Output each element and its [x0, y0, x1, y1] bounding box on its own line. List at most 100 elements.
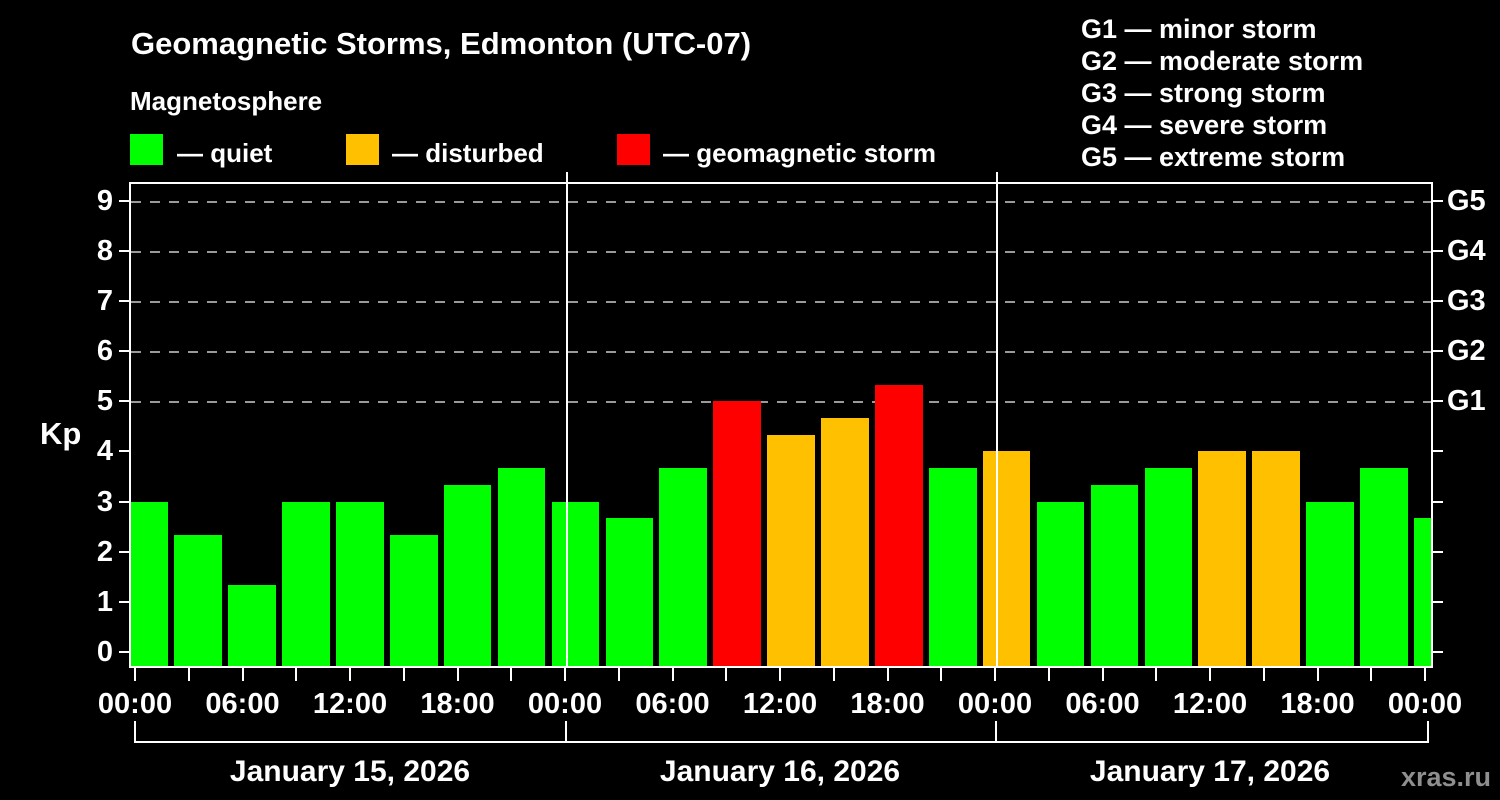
kp-bar [1414, 518, 1431, 666]
legend-swatch-disturbed [346, 134, 379, 165]
x-axis-tick [940, 668, 943, 681]
x-axis-tick-label: 00:00 [957, 688, 1033, 720]
g-level-label: G3 [1447, 285, 1486, 318]
y-axis-tick-label: 5 [96, 385, 113, 418]
x-axis-tick [779, 668, 781, 681]
y-axis-tick-label: 9 [96, 184, 113, 217]
x-axis-tick-label: 00:00 [97, 688, 173, 720]
kp-axis-title: Kp [40, 416, 82, 451]
x-axis-tick-label: 18:00 [1280, 688, 1355, 720]
x-axis-tick [349, 668, 351, 681]
g-legend-line-g5: G5 — extreme storm [1081, 142, 1346, 172]
kp-bar [389, 535, 438, 666]
kp-bar [928, 468, 977, 666]
kp-bar [821, 417, 869, 666]
kp-bar [1144, 468, 1193, 666]
g-level-label: G1 [1447, 385, 1486, 418]
g-level-label: G4 [1447, 234, 1486, 267]
kp-bar [875, 384, 923, 666]
y-axis-tick [119, 600, 129, 603]
kp-bar [982, 451, 1031, 666]
x-axis-tick [725, 668, 728, 681]
legend-swatch-quiet [130, 134, 163, 165]
y-axis-tick [119, 550, 129, 553]
x-axis-tick-label: 00:00 [527, 688, 603, 720]
y-axis-tick [119, 249, 129, 252]
x-axis-tick-label: 12:00 [1172, 688, 1248, 720]
y-axis-tick-label: 7 [96, 285, 113, 318]
x-axis-tick-label: 06:00 [635, 688, 710, 720]
x-axis-tick [1316, 668, 1319, 681]
kp-bar [1252, 451, 1300, 666]
x-axis-tick [295, 668, 298, 681]
right-axis-tick [1433, 199, 1443, 202]
x-axis-tick [1209, 668, 1211, 681]
kp-bar [174, 535, 222, 666]
y-axis-tick [119, 300, 129, 303]
x-axis-tick-label: 18:00 [420, 688, 495, 720]
legend-label-quiet: — quiet [177, 138, 273, 168]
kp-bar [131, 501, 169, 666]
date-axis-tick [564, 721, 567, 743]
x-axis-tick-label: 12:00 [742, 688, 818, 720]
kp-bar [1360, 468, 1408, 666]
x-axis-tick [1370, 668, 1373, 681]
y-axis-tick [119, 500, 129, 503]
x-axis-tick [1424, 668, 1426, 681]
x-axis-tick [510, 668, 513, 681]
x-axis-tick [1047, 668, 1050, 681]
x-axis-tick-label: 12:00 [312, 688, 388, 720]
x-axis-tick [241, 668, 244, 681]
y-axis-tick-label: 1 [96, 585, 113, 618]
date-label-jan-15: January 15, 2026 [229, 755, 471, 788]
x-axis-tick [402, 668, 405, 681]
legend-swatch-storm [617, 134, 650, 165]
plot-area [129, 182, 1433, 668]
y-axis-tick-label: 8 [96, 234, 113, 267]
x-axis-tick [1155, 668, 1158, 681]
y-axis-tick-label: 6 [96, 335, 113, 368]
x-axis-tick [134, 668, 136, 681]
x-axis-tick-label: 06:00 [205, 688, 280, 720]
right-axis-tick [1433, 249, 1443, 252]
day-separator-line [565, 172, 568, 668]
x-axis-tick-label: 18:00 [850, 688, 925, 720]
right-axis-tick [1433, 651, 1443, 653]
chart-subtitle: Magnetosphere [130, 86, 323, 116]
g-legend-line-g4: G4 — severe storm [1081, 110, 1328, 140]
x-axis-tick [671, 668, 674, 681]
x-axis-tick-label: 00:00 [1387, 688, 1463, 720]
kp-bar [605, 518, 654, 666]
y-axis-tick [119, 199, 129, 202]
date-label-jan-17: January 17, 2026 [1089, 755, 1331, 788]
kp-bar [551, 501, 600, 666]
right-axis-tick [1433, 350, 1443, 353]
kp-bar [1306, 501, 1354, 666]
kp-bar [228, 585, 276, 666]
x-axis-tick [1262, 668, 1265, 681]
x-axis-tick [832, 668, 835, 681]
g-legend-line-g1: G1 — minor storm [1081, 14, 1317, 44]
kp-bar [336, 501, 384, 666]
y-axis-tick [119, 450, 129, 453]
page-title: Geomagnetic Storms, Edmonton (UTC-07) [131, 26, 752, 61]
y-axis-tick [119, 400, 129, 403]
y-axis-tick [119, 350, 129, 353]
y-axis-tick-label: 4 [96, 435, 113, 468]
y-axis-tick-label: 3 [96, 485, 113, 518]
g-legend-line-g2: G2 — moderate storm [1081, 46, 1364, 76]
kp-bar [767, 434, 815, 666]
x-axis-tick [994, 668, 996, 681]
date-axis-tick [994, 721, 997, 743]
right-axis-tick [1433, 450, 1443, 453]
kp-bar [443, 485, 492, 666]
right-axis-tick [1433, 300, 1443, 303]
kp-bar [1090, 485, 1139, 666]
kp-gridline [131, 200, 1431, 203]
day-separator-line [995, 172, 998, 668]
date-label-jan-16: January 16, 2026 [659, 755, 901, 788]
x-axis-tick [617, 668, 620, 681]
y-axis-tick [119, 651, 129, 653]
right-axis-tick [1433, 400, 1443, 403]
